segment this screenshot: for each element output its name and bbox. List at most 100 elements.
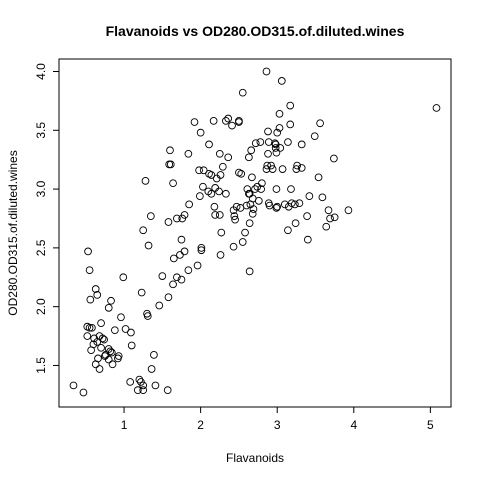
data-point — [272, 204, 281, 212]
x-tick-label: 5 — [427, 418, 434, 432]
data-point — [164, 218, 173, 226]
data-point — [275, 109, 284, 118]
data-point — [231, 215, 239, 224]
data-point — [150, 351, 158, 359]
data-point — [243, 185, 252, 193]
data-point — [111, 326, 119, 335]
data-point — [180, 211, 189, 219]
data-point — [222, 189, 230, 198]
data-point — [205, 140, 213, 149]
data-point — [271, 144, 280, 152]
data-point — [83, 332, 92, 340]
data-point — [272, 148, 281, 157]
data-point — [326, 214, 334, 223]
data-point — [287, 185, 295, 193]
data-point — [211, 211, 220, 219]
data-point — [215, 149, 224, 158]
data-point — [254, 196, 263, 205]
data-point — [224, 114, 233, 123]
data-point — [228, 121, 236, 130]
data-point — [267, 161, 275, 170]
data-point — [117, 313, 125, 322]
data-point — [264, 149, 272, 158]
data-point — [91, 285, 100, 293]
data-point — [121, 325, 130, 333]
data-point — [314, 173, 323, 182]
x-axis: 1 2 3 4 5 — [121, 406, 434, 432]
data-point — [305, 192, 314, 200]
data-point — [322, 222, 331, 231]
data-point — [265, 201, 274, 210]
y-tick-label: 3.0 — [34, 180, 48, 197]
data-point — [238, 238, 247, 246]
data-point — [196, 192, 204, 200]
data-point — [85, 323, 94, 332]
data-point — [95, 365, 104, 373]
data-point — [273, 128, 282, 137]
data-point — [235, 117, 243, 125]
data-point — [197, 246, 206, 255]
data-point — [263, 161, 272, 170]
data-point — [297, 164, 306, 172]
data-point — [104, 355, 113, 364]
data-point — [119, 273, 128, 282]
data-point — [264, 138, 273, 146]
data-point — [184, 266, 193, 275]
data-point — [166, 160, 175, 169]
x-tick-label: 2 — [197, 418, 204, 432]
x-tick-label: 1 — [121, 418, 128, 432]
data-point — [284, 226, 292, 235]
data-point — [104, 303, 113, 312]
data-point — [258, 179, 266, 188]
data-point — [177, 235, 186, 244]
data-point — [193, 261, 202, 270]
data-point — [257, 185, 265, 193]
data-point — [144, 241, 153, 250]
data-point — [273, 202, 282, 211]
data-point — [276, 144, 285, 152]
data-point — [242, 201, 251, 210]
data-point — [216, 171, 225, 179]
data-point — [224, 153, 233, 162]
data-point — [286, 101, 295, 110]
data-point — [173, 273, 181, 282]
data-point — [196, 128, 205, 137]
data-point — [97, 319, 105, 327]
data-point — [107, 348, 116, 357]
data-point — [165, 160, 174, 169]
x-tick-label: 3 — [274, 418, 281, 432]
data-point — [147, 365, 156, 373]
data-point — [139, 381, 148, 390]
data-point — [232, 202, 241, 211]
data-point — [106, 347, 115, 356]
data-point — [293, 161, 301, 170]
data-point — [155, 301, 164, 310]
data-point — [262, 67, 271, 76]
data-point — [141, 177, 150, 185]
data-point — [310, 132, 319, 141]
data-point — [316, 119, 324, 128]
data-point — [303, 235, 312, 244]
data-point — [303, 212, 311, 220]
data-point — [97, 343, 105, 352]
y-axis-label: OD280.OD315.of.diluted.wines — [6, 150, 20, 315]
data-point — [230, 212, 239, 220]
data-point — [133, 386, 142, 394]
data-point — [107, 296, 115, 305]
data-point — [222, 117, 230, 125]
data-point — [79, 388, 88, 397]
data-point — [284, 138, 292, 146]
data-point — [264, 127, 272, 136]
data-point — [207, 171, 216, 179]
data-point — [272, 185, 281, 193]
data-point — [248, 173, 256, 182]
data-point — [215, 187, 223, 196]
data-point — [69, 381, 78, 390]
data-point — [169, 179, 177, 188]
data-point — [89, 340, 98, 349]
y-tick-label: 1.5 — [34, 357, 48, 374]
data-point — [126, 378, 135, 386]
data-point — [88, 323, 96, 332]
data-point — [158, 272, 167, 280]
data-point — [176, 251, 184, 259]
